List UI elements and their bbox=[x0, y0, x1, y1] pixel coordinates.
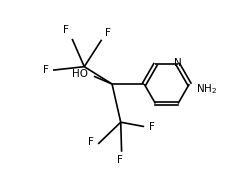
Text: F: F bbox=[43, 65, 49, 75]
Text: F: F bbox=[117, 155, 123, 165]
Text: N: N bbox=[174, 58, 182, 68]
Text: F: F bbox=[105, 28, 111, 38]
Text: F: F bbox=[149, 122, 154, 132]
Text: HO: HO bbox=[72, 69, 88, 79]
Text: F: F bbox=[88, 137, 94, 147]
Text: NH$_2$: NH$_2$ bbox=[196, 82, 217, 96]
Text: F: F bbox=[63, 25, 69, 35]
